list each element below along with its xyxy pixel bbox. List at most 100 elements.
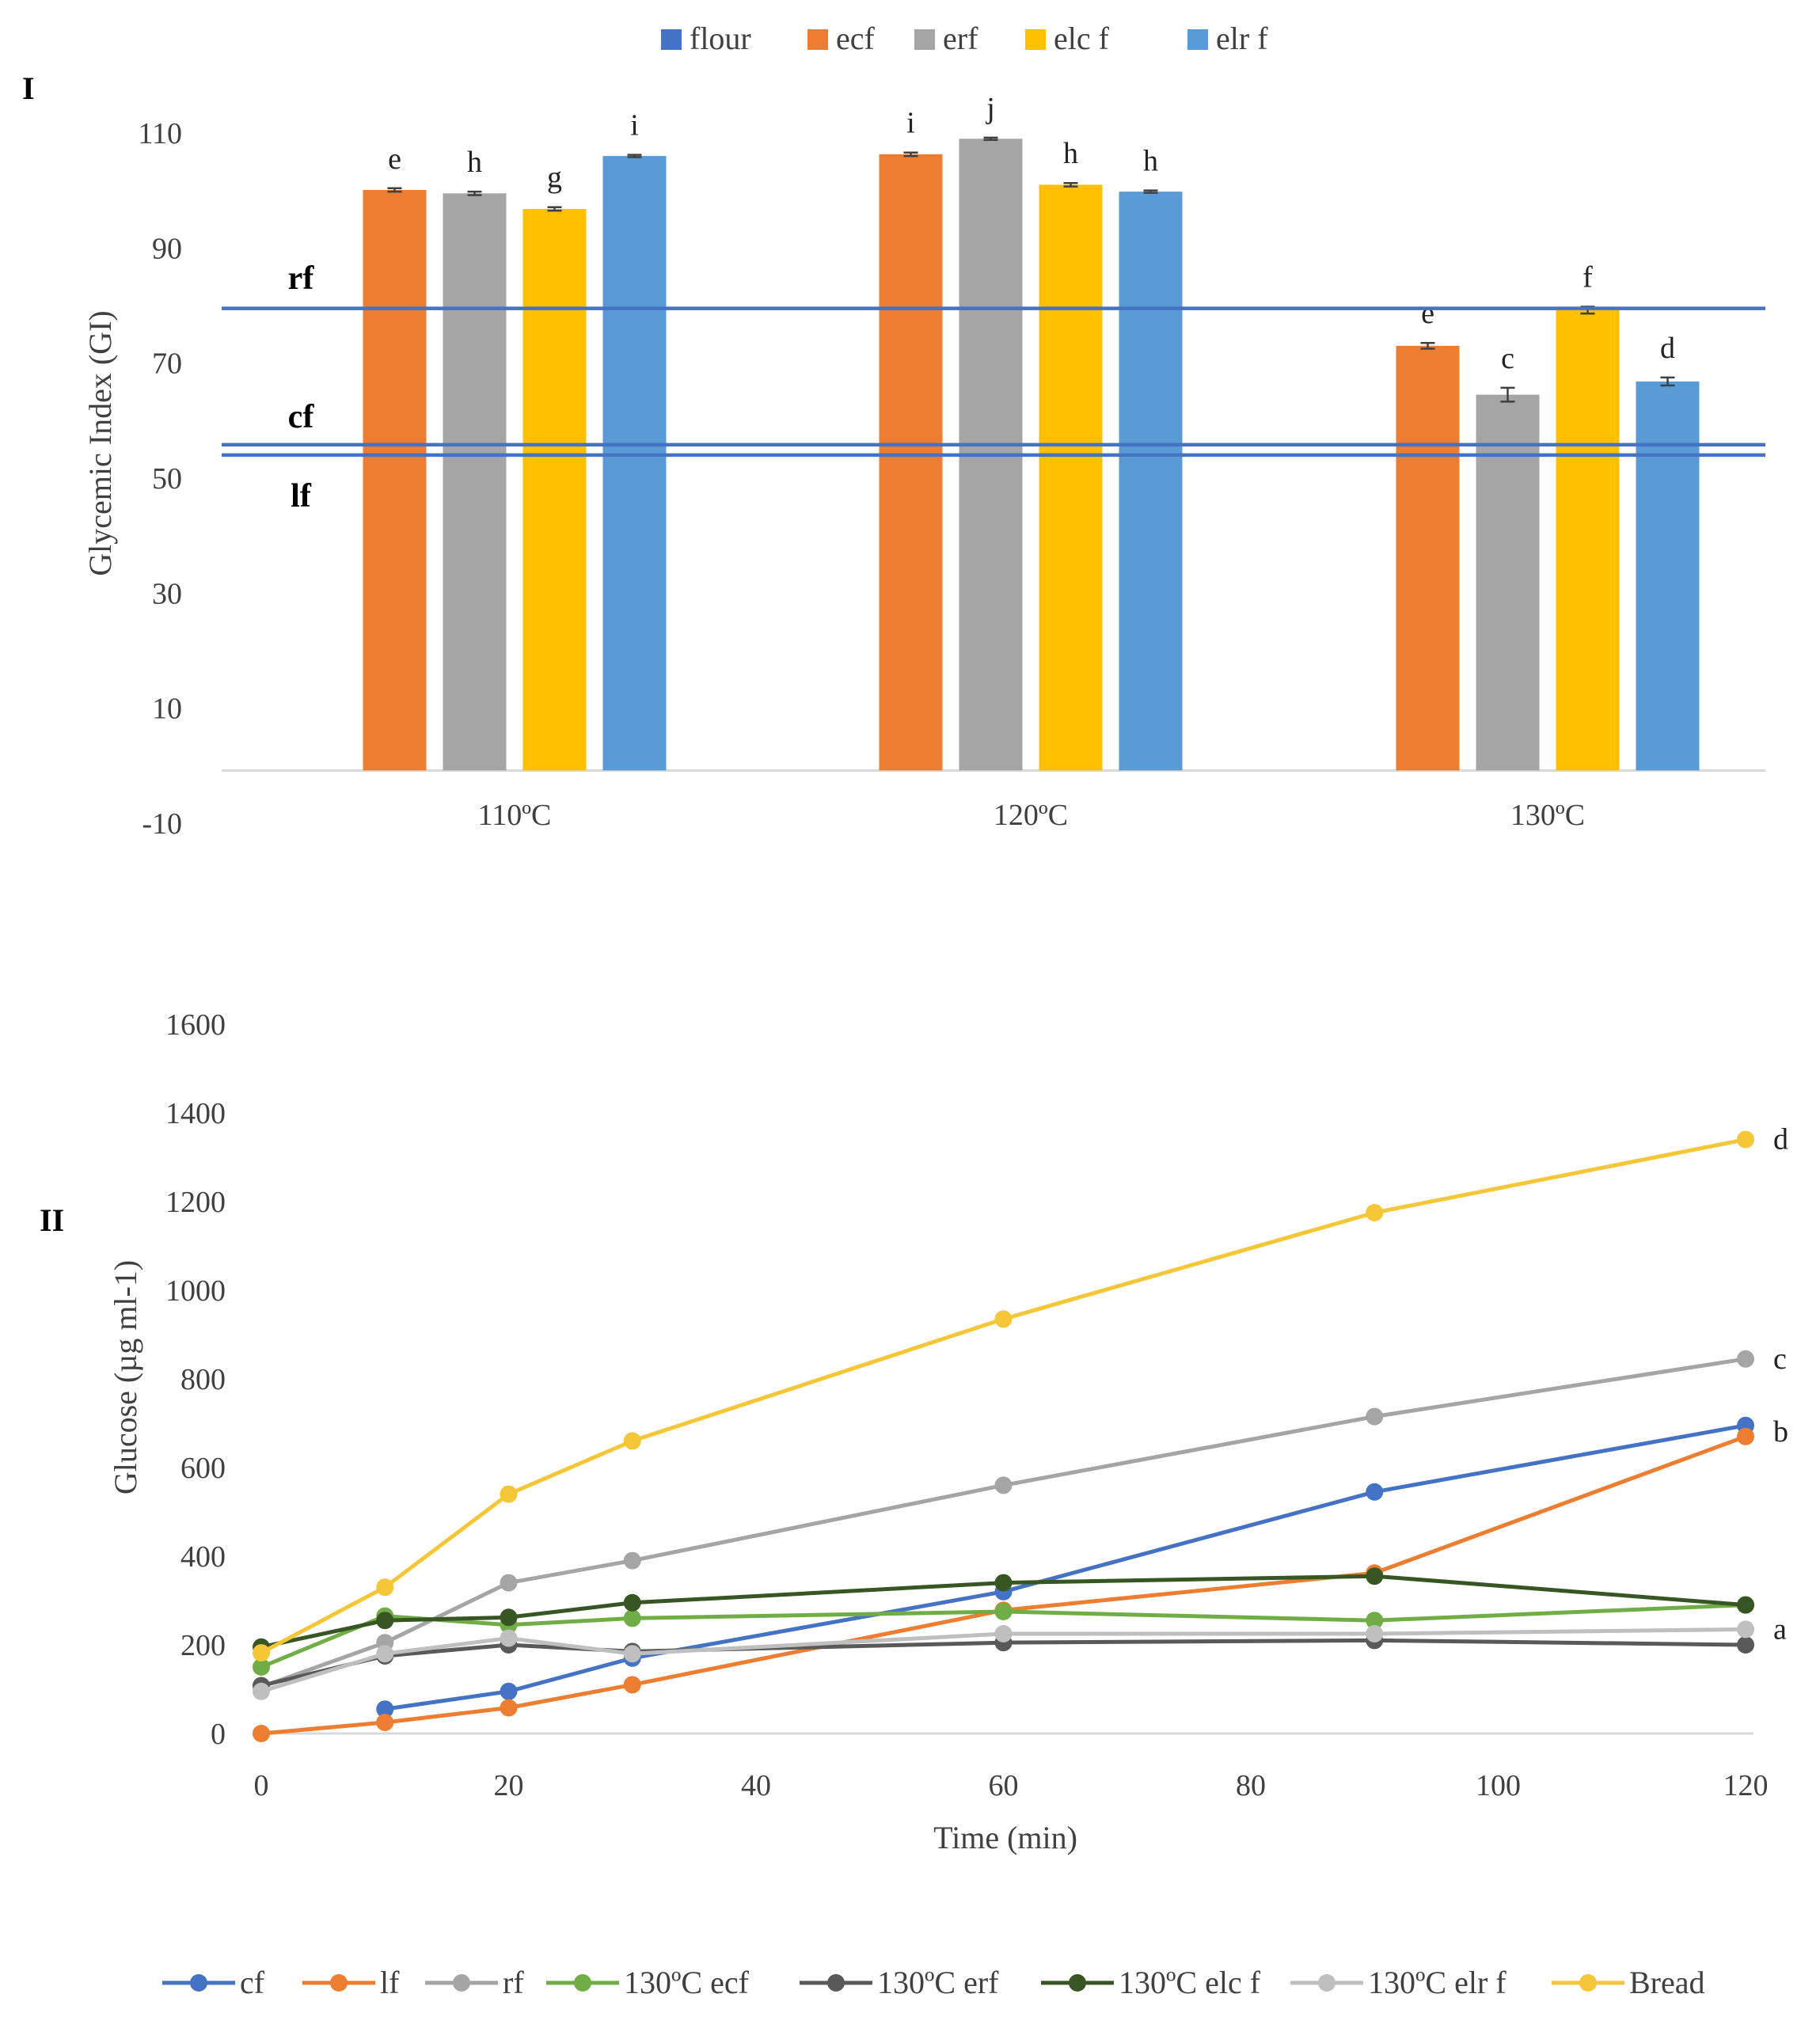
line-chart-legend: cf lf rf 130ºC ecf 130ºC erf 130ºC elc f 130ºC…: [162, 1965, 1705, 2000]
data-point: [994, 1310, 1013, 1328]
bar: [1556, 309, 1620, 771]
data-point: [500, 1574, 518, 1592]
x-tick-label: 110ºC: [478, 799, 552, 832]
data-point: [1737, 1427, 1754, 1445]
data-point: [1366, 1204, 1384, 1221]
series-line: [384, 1423, 1746, 1711]
reference-line-label: cf: [288, 399, 315, 435]
x-tick-label: 40: [741, 1769, 771, 1802]
bar-chart-legend: flour ecf erf elc f elr f: [661, 21, 1268, 56]
data-point: [500, 1629, 518, 1647]
data-point: [1737, 1596, 1754, 1614]
significance-label: e: [1421, 297, 1434, 330]
data-point: [1366, 1612, 1384, 1630]
panel-label: I: [22, 70, 35, 106]
legend-label: 130ºC ecf: [624, 1965, 750, 2000]
legend-label: erf: [943, 21, 978, 56]
data-point: [376, 1700, 394, 1718]
x-tick-label: 120: [1723, 1769, 1769, 1802]
legend-marker: [1318, 1974, 1336, 1992]
legend-swatch: [914, 29, 935, 50]
data-point: [994, 1603, 1013, 1620]
significance-label: c: [1501, 342, 1514, 375]
reference-line-label: lf: [291, 478, 312, 515]
data-point: [376, 1645, 394, 1663]
data-point: [1366, 1625, 1384, 1642]
x-tick-label: 80: [1236, 1769, 1266, 1802]
significance-label: h: [467, 146, 482, 179]
bar: [1119, 192, 1183, 771]
legend-label: flour: [690, 21, 751, 56]
y-tick-label: 1000: [165, 1274, 226, 1308]
legend-label: elc f: [1054, 21, 1110, 56]
legend-label: lf: [380, 1965, 400, 2000]
panel-label: II: [40, 1202, 64, 1238]
data-point: [376, 1612, 394, 1630]
y-axis-title: Glucose (µg ml-1): [108, 1260, 143, 1494]
y-tick-label: 10: [152, 693, 182, 726]
y-tick-label: 1600: [165, 1008, 226, 1042]
bar: [363, 189, 427, 771]
y-tick-label: 400: [180, 1540, 226, 1574]
data-point: [623, 1593, 641, 1612]
significance-label: h: [1063, 137, 1078, 170]
data-point: [994, 1574, 1013, 1592]
legend-swatch: [807, 29, 828, 50]
significance-label: j: [985, 92, 995, 125]
x-tick-label: 20: [494, 1769, 524, 1802]
y-tick-label: 1200: [165, 1186, 226, 1219]
bar: [602, 156, 667, 771]
legend-marker: [190, 1974, 207, 1992]
legend-label: 130ºC elr f: [1368, 1965, 1507, 2000]
y-tick-label: -10: [142, 807, 182, 841]
data-point: [500, 1485, 518, 1503]
data-point: [994, 1625, 1013, 1642]
significance-label: e: [388, 142, 401, 176]
y-tick-label: 800: [180, 1363, 226, 1396]
bar: [879, 154, 943, 771]
y-tick-label: 90: [152, 232, 182, 265]
significance-label: f: [1583, 260, 1593, 294]
data-point: [623, 1432, 641, 1450]
y-tick-label: 30: [152, 577, 182, 610]
legend-marker: [453, 1974, 470, 1992]
data-point: [1737, 1350, 1754, 1368]
data-point: [623, 1645, 641, 1663]
legend-swatch: [661, 29, 682, 50]
legend-label: rf: [503, 1965, 524, 2000]
legend-label: 130ºC erf: [877, 1965, 999, 2000]
y-tick-label: 1400: [165, 1097, 226, 1130]
x-tick-label: 130ºC: [1510, 799, 1585, 832]
data-point: [623, 1609, 641, 1627]
significance-label: g: [547, 161, 562, 195]
significance-label: h: [1143, 145, 1158, 178]
significance-label: i: [630, 109, 639, 142]
bar: [1476, 394, 1540, 771]
legend-label: cf: [240, 1965, 265, 2000]
y-tick-label: 50: [152, 462, 182, 496]
y-tick-label: 600: [180, 1452, 226, 1485]
data-point: [1366, 1567, 1384, 1585]
x-tick-label: 0: [254, 1769, 269, 1802]
x-axis-labels: 110ºC 120ºC 130ºC: [478, 799, 1585, 832]
y-tick-label: 200: [180, 1629, 226, 1662]
reference-line-label: rf: [288, 260, 315, 297]
bar: [1396, 345, 1460, 771]
data-point: [500, 1699, 518, 1717]
glucose-release-line-chart: II 0 200 400 600 800 1000 1200 1400 1600 0 20 40 60 8…: [40, 1008, 1788, 2000]
glycemic-index-bar-chart: I flour ecf erf elc f elr f -101030507090110…: [22, 21, 1765, 841]
bar: [1636, 381, 1700, 771]
legend-swatch: [1187, 29, 1208, 50]
line-series: [253, 1130, 1754, 1742]
data-point: [1366, 1483, 1384, 1501]
data-point: [1366, 1407, 1384, 1426]
legend-label: 130ºC elc f: [1119, 1965, 1261, 2000]
legend-label: Bread: [1629, 1965, 1705, 2000]
x-tick-label: 60: [989, 1769, 1019, 1802]
y-tick-label: 70: [152, 347, 182, 381]
significance-label: b: [1773, 1415, 1788, 1449]
bar-series: e i e h j c g h f i h d: [363, 92, 1700, 771]
significance-label: d: [1660, 332, 1675, 365]
